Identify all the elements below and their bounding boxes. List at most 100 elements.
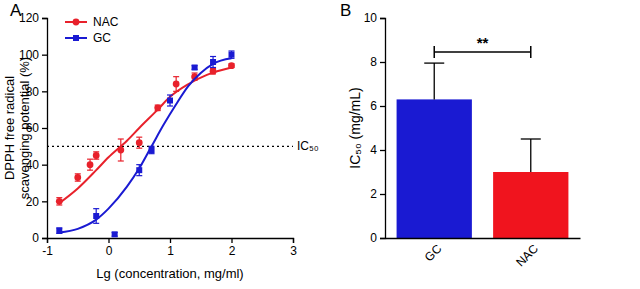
x-tick-label: GC — [422, 241, 445, 264]
y-tick-mark — [42, 128, 47, 129]
error-bar-cap — [210, 56, 216, 57]
data-point — [229, 52, 235, 58]
y-tick-mark — [380, 194, 385, 195]
x-axis-line — [48, 239, 294, 244]
y-tick-label: 6 — [370, 99, 377, 113]
error-bar-cap — [136, 137, 142, 138]
bar — [493, 172, 568, 238]
x-axis: GC NAC — [386, 238, 581, 269]
x-tick: GC — [422, 238, 445, 264]
data-point — [87, 161, 94, 168]
y-tick-mark — [42, 201, 47, 202]
y-tick-mark — [380, 150, 385, 151]
reference-label: IC₅₀ — [297, 139, 319, 153]
error-bar-cap — [173, 91, 179, 92]
reference-line — [47, 146, 293, 147]
y-axis-line — [380, 19, 386, 239]
y-tick-mark — [42, 165, 47, 166]
y-axis: 0246810 — [364, 11, 386, 245]
legend-item: NAC — [65, 15, 119, 29]
bracket-line — [434, 51, 531, 53]
error-bar-cap — [93, 208, 99, 209]
y-axis-title-line: DPPH free radical — [2, 76, 17, 180]
legend-item: GC — [65, 31, 111, 45]
y-tick-label: 8 — [370, 55, 377, 69]
x-tick: 1 — [167, 238, 174, 258]
error-bar — [155, 105, 161, 111]
significance-label: ** — [477, 34, 489, 51]
y-tick-label: 2 — [370, 187, 377, 201]
legend: NAC GC — [65, 15, 119, 45]
fit-curve — [59, 58, 231, 232]
x-tick-mark — [108, 238, 109, 243]
y-tick-mark — [42, 91, 47, 92]
y-tick-label: 120 — [19, 11, 39, 25]
data-point — [136, 139, 143, 146]
y-tick-mark — [380, 238, 385, 239]
x-tick-label: NAC — [513, 241, 541, 269]
error-bar — [173, 77, 179, 92]
data-point — [93, 213, 99, 219]
y-tick: 0 — [370, 231, 385, 245]
y-tick: 0 — [32, 231, 47, 245]
y-tick-label: 0 — [370, 231, 377, 245]
error-bar-stem — [530, 139, 531, 172]
error-bar — [136, 137, 142, 148]
error-bar-cap — [93, 223, 99, 224]
data-point — [149, 147, 155, 153]
x-axis: -10123 — [42, 238, 297, 258]
error-bar — [167, 95, 173, 106]
legend-marker — [73, 19, 80, 26]
x-axis-title: Lg (concentration, mg/ml) — [96, 266, 243, 281]
bracket-end — [530, 46, 532, 58]
x-tick-label: 1 — [167, 244, 174, 258]
y-tick-mark — [42, 238, 47, 239]
legend-marker — [73, 35, 79, 41]
x-tick-label: 2 — [229, 244, 236, 258]
x-tick-mark — [293, 238, 294, 243]
y-tick-mark — [42, 18, 47, 19]
chart-root: A-10123020406080100120Lg (concentration,… — [0, 0, 640, 289]
error-bar-cap — [136, 175, 142, 176]
y-axis-title-line: scavenging potential (%) — [17, 57, 32, 199]
data-point — [74, 174, 81, 181]
y-tick: 120 — [19, 11, 47, 25]
error-bar — [93, 152, 99, 159]
error-bar-cap — [173, 76, 179, 77]
error-bar-cap — [167, 105, 173, 106]
x-tick-label: 0 — [106, 244, 113, 258]
error-bar-cap — [229, 50, 235, 51]
y-axis-title: IC₅₀ (mg/mL) — [347, 87, 363, 168]
data-point — [117, 147, 124, 154]
data-point — [228, 62, 235, 69]
y-tick-mark — [380, 62, 385, 63]
error-bar-cap — [118, 138, 124, 139]
data-point — [136, 167, 142, 173]
bracket-end — [433, 46, 435, 58]
y-tick-label: 0 — [32, 231, 39, 245]
y-tick-mark — [380, 106, 385, 107]
x-tick: -1 — [42, 238, 53, 258]
y-axis-line — [42, 19, 48, 239]
error-bar — [149, 146, 155, 153]
error-bar-cap — [149, 153, 155, 154]
error-bar-cap — [521, 138, 541, 139]
y-tick-mark — [42, 55, 47, 56]
data-point — [154, 104, 161, 111]
data-point — [56, 198, 63, 205]
data-point — [93, 152, 100, 159]
error-bar — [521, 139, 541, 172]
error-bar-cap — [167, 94, 173, 95]
data-point — [173, 81, 180, 88]
error-bar-stem — [434, 63, 435, 99]
fit-curve — [59, 68, 231, 204]
y-tick: 4 — [370, 143, 385, 157]
error-bar-cap — [229, 58, 235, 59]
y-tick: 8 — [370, 55, 385, 69]
x-axis-line — [386, 238, 581, 239]
error-bar-cap — [210, 67, 216, 68]
error-bar — [93, 209, 99, 224]
data-point — [112, 231, 118, 237]
legend-label: NAC — [93, 15, 119, 29]
error-bar — [229, 51, 235, 58]
